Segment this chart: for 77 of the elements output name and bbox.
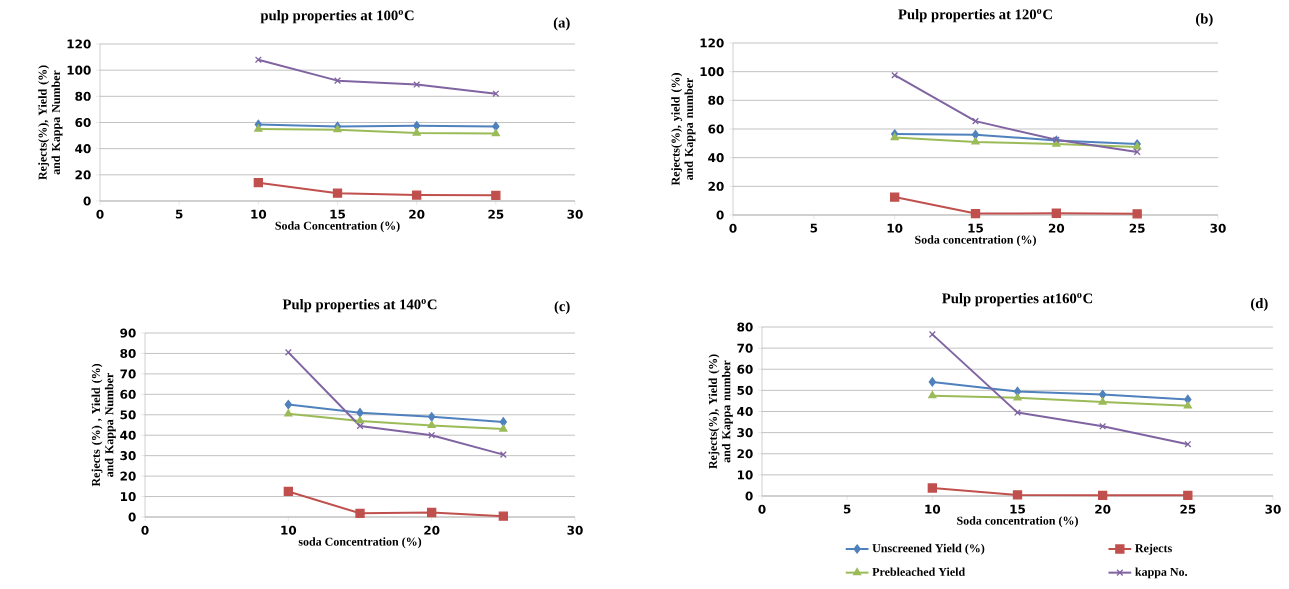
y-tick-label: 40 — [708, 153, 724, 163]
y-tick-label: 60 — [708, 124, 724, 134]
x-tick-label: 30 — [1210, 223, 1226, 233]
y-tick-label: 40 — [120, 430, 136, 440]
text: (b) — [1196, 13, 1213, 27]
legend-label: Rejects — [1135, 543, 1172, 555]
y-tick-label: 100 — [67, 65, 91, 75]
y-tick-label: 60 — [737, 364, 753, 374]
x-axis-title: soda Concentration (%) — [298, 537, 422, 549]
x-tick-label: 25 — [488, 209, 504, 219]
y-tick-label: 70 — [120, 369, 136, 379]
x-tick-label: 15 — [1010, 504, 1026, 514]
y-tick-label: 80 — [120, 348, 136, 358]
chart-title: Pulp properties at 140$^{o}$C — [282, 299, 437, 313]
x-axis-title: Soda concentration (%) — [957, 516, 1078, 528]
y-tick-label: 60 — [75, 117, 91, 128]
x-tick-label: 25 — [1180, 504, 1196, 514]
x-tick-label: 20 — [424, 525, 440, 535]
y-tick-label: 60 — [120, 389, 136, 399]
y-tick-label: 70 — [737, 343, 753, 353]
y-tick-label: 0 — [128, 512, 136, 522]
y-axis-title: Rejects(%), Yield (%) and Kappa number — [708, 354, 733, 469]
x-axis-title: Soda Concentration (%) — [275, 221, 400, 233]
y-tick-label: 20 — [75, 170, 91, 180]
y-tick-label: 80 — [708, 95, 724, 105]
y-axis-title: Rejects(%), yield (%) and Kappa number — [671, 73, 696, 186]
x-axis-title: Soda concentration (%) — [915, 235, 1036, 247]
x-tick-label: 0 — [96, 209, 104, 219]
x-tick-label: 30 — [567, 525, 583, 535]
legend-label: kappa No. — [1135, 567, 1188, 579]
chart-title: pulp properties at 100$^{o}$C — [260, 10, 414, 24]
y-tick-label: 50 — [120, 410, 136, 420]
y-tick-label: 40 — [75, 144, 91, 154]
y-tick-label: 10 — [737, 470, 753, 480]
x-tick-label: 30 — [1265, 504, 1281, 514]
y-tick-label: 50 — [737, 385, 753, 395]
y-tick-label: 40 — [737, 406, 753, 417]
legend-label: Unscreened Yield (%) — [872, 543, 985, 555]
y-tick-label: 20 — [708, 181, 724, 191]
y-tick-label: 0 — [83, 196, 91, 206]
chart-title: Pulp properties at 120$^{o}$C — [898, 9, 1052, 23]
text: (d) — [1251, 297, 1268, 312]
x-tick-label: 10 — [281, 525, 297, 535]
y-tick-label: 90 — [120, 328, 136, 338]
x-tick-label: 15 — [330, 209, 346, 219]
x-tick-label: 20 — [409, 209, 425, 219]
x-tick-label: 10 — [925, 504, 941, 514]
x-tick-label: 15 — [968, 223, 984, 233]
x-tick-label: 5 — [810, 223, 818, 233]
x-tick-label: 5 — [175, 209, 183, 219]
y-tick-label: 30 — [120, 451, 136, 461]
y-axis-title: Rejects(%), Yield (%) and Kappa Number — [38, 65, 63, 180]
y-tick-label: 80 — [75, 91, 91, 101]
x-tick-label: 20 — [1095, 504, 1111, 514]
y-tick-label: 120 — [67, 39, 91, 49]
x-tick-label: 10 — [251, 209, 267, 219]
chart-title: Pulp properties at160$^{o}$C — [942, 293, 1093, 307]
x-tick-label: 25 — [1129, 223, 1145, 233]
x-tick-label: 30 — [567, 209, 583, 219]
x-tick-label: 0 — [141, 525, 149, 535]
y-tick-label: 30 — [737, 428, 753, 438]
x-tick-label: 10 — [887, 223, 903, 233]
x-tick-label: 0 — [729, 223, 737, 233]
text: (c) — [554, 300, 570, 315]
y-tick-label: 120 — [700, 38, 724, 48]
y-tick-label: 20 — [737, 449, 753, 459]
x-tick-label: 0 — [758, 504, 766, 514]
text: (a) — [553, 17, 570, 31]
y-axis-title: Rejects (%) , Yield (%) and Kappa Number — [91, 363, 116, 487]
y-tick-label: 0 — [745, 491, 753, 501]
legend-label: Prebleached Yield — [872, 567, 966, 576]
x-tick-label: 5 — [843, 504, 851, 514]
y-tick-label: 80 — [737, 322, 753, 332]
y-tick-label: 20 — [120, 471, 136, 481]
x-tick-label: 20 — [1048, 223, 1065, 233]
y-tick-label: 100 — [700, 67, 724, 77]
y-tick-label: 10 — [120, 492, 136, 502]
